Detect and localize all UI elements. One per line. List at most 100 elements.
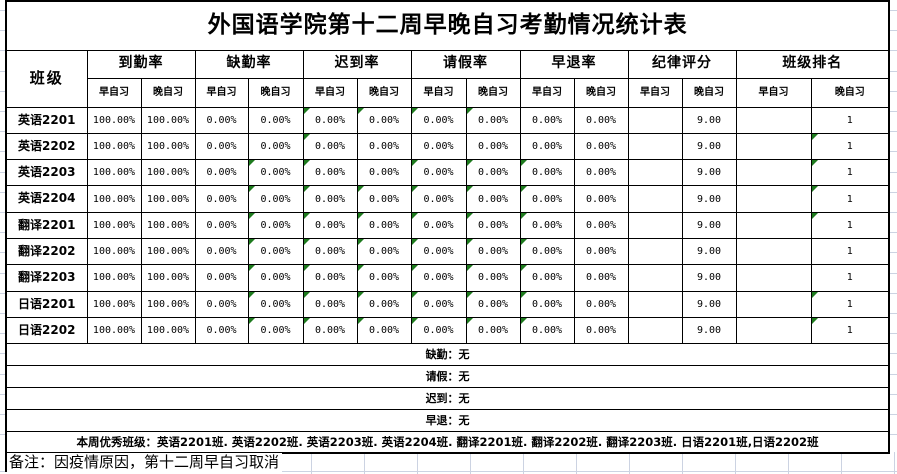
header-sub[interactable]: 早自习 [735, 77, 812, 108]
data-cell[interactable]: 0.00% [519, 106, 575, 134]
data-cell[interactable]: 100.00% [86, 132, 142, 161]
header-sub[interactable]: 早自习 [86, 77, 142, 108]
data-cell[interactable]: 0.00% [573, 106, 629, 134]
data-cell[interactable]: 0.00% [410, 316, 467, 345]
data-cell[interactable]: 0.00% [356, 237, 412, 266]
data-cell[interactable]: 0.00% [194, 237, 249, 266]
data-cell[interactable]: 0.00% [519, 316, 575, 345]
data-cell[interactable]: 0.00% [194, 106, 249, 134]
data-cell[interactable] [627, 159, 683, 187]
data-cell[interactable]: 9.00 [681, 132, 737, 161]
data-cell[interactable]: 0.00% [302, 132, 358, 161]
data-cell[interactable]: 9.00 [681, 264, 737, 292]
data-cell[interactable]: 0.00% [247, 264, 304, 292]
data-cell[interactable]: 9.00 [681, 159, 737, 187]
class-name-cell[interactable]: 英语2204 [5, 185, 88, 213]
data-cell[interactable]: 0.00% [356, 211, 412, 239]
data-cell[interactable]: 0.00% [302, 159, 358, 187]
data-cell[interactable]: 0.00% [465, 264, 521, 292]
summary-cell[interactable]: 缺勤：无 [5, 343, 890, 367]
header-sub[interactable]: 晚自习 [681, 77, 737, 108]
data-cell[interactable]: 0.00% [194, 290, 249, 318]
header-group[interactable]: 纪律评分 [627, 49, 737, 79]
data-cell[interactable]: 0.00% [302, 211, 358, 239]
data-cell[interactable]: 0.00% [302, 185, 358, 213]
class-name-cell[interactable]: 英语2201 [5, 106, 88, 134]
data-cell[interactable]: 100.00% [140, 159, 196, 187]
data-cell[interactable]: 0.00% [410, 211, 467, 239]
data-cell[interactable]: 0.00% [465, 316, 521, 345]
data-cell[interactable]: 0.00% [356, 264, 412, 292]
data-cell[interactable]: 0.00% [356, 290, 412, 318]
data-cell[interactable]: 0.00% [247, 106, 304, 134]
data-cell[interactable]: 0.00% [410, 264, 467, 292]
data-cell[interactable]: 9.00 [681, 211, 737, 239]
data-cell[interactable]: 0.00% [465, 211, 521, 239]
excellent-classes-cell[interactable]: 本周优秀班级：英语2201班. 英语2202班. 英语2203班. 英语2204… [5, 431, 890, 454]
data-cell[interactable] [735, 132, 812, 161]
data-cell[interactable] [735, 290, 812, 318]
data-cell[interactable]: 0.00% [573, 237, 629, 266]
data-cell[interactable]: 0.00% [465, 159, 521, 187]
data-cell[interactable]: 9.00 [681, 185, 737, 213]
data-cell[interactable] [735, 185, 812, 213]
data-cell[interactable]: 0.00% [302, 316, 358, 345]
summary-cell[interactable]: 早退：无 [5, 409, 890, 433]
header-sub[interactable]: 早自习 [519, 77, 575, 108]
data-cell[interactable] [627, 264, 683, 292]
data-cell[interactable] [627, 106, 683, 134]
data-cell[interactable]: 0.00% [302, 264, 358, 292]
data-cell[interactable]: 9.00 [681, 237, 737, 266]
data-cell[interactable] [735, 106, 812, 134]
data-cell[interactable]: 0.00% [356, 132, 412, 161]
data-cell[interactable]: 0.00% [519, 237, 575, 266]
data-cell[interactable]: 0.00% [194, 185, 249, 213]
data-cell[interactable] [735, 237, 812, 266]
data-cell[interactable]: 9.00 [681, 106, 737, 134]
data-cell[interactable]: 0.00% [519, 264, 575, 292]
class-name-cell[interactable]: 翻译2202 [5, 237, 88, 266]
data-cell[interactable]: 0.00% [247, 211, 304, 239]
data-cell[interactable]: 0.00% [519, 159, 575, 187]
data-cell[interactable]: 1 [810, 132, 890, 161]
class-name-cell[interactable]: 翻译2203 [5, 264, 88, 292]
data-cell[interactable]: 0.00% [410, 237, 467, 266]
class-name-cell[interactable]: 翻译2201 [5, 211, 88, 239]
data-cell[interactable]: 0.00% [247, 185, 304, 213]
data-cell[interactable]: 0.00% [465, 290, 521, 318]
header-group[interactable]: 班级排名 [735, 49, 890, 79]
data-cell[interactable]: 100.00% [86, 211, 142, 239]
data-cell[interactable]: 0.00% [519, 132, 575, 161]
header-group[interactable]: 到勤率 [86, 49, 196, 79]
data-cell[interactable] [735, 211, 812, 239]
data-cell[interactable]: 100.00% [140, 316, 196, 345]
header-sub[interactable]: 晚自习 [465, 77, 521, 108]
data-cell[interactable]: 100.00% [140, 132, 196, 161]
data-cell[interactable]: 100.00% [86, 106, 142, 134]
data-cell[interactable]: 0.00% [247, 237, 304, 266]
data-cell[interactable]: 100.00% [140, 237, 196, 266]
data-cell[interactable]: 100.00% [86, 185, 142, 213]
data-cell[interactable]: 0.00% [519, 185, 575, 213]
data-cell[interactable] [735, 264, 812, 292]
data-cell[interactable]: 0.00% [302, 237, 358, 266]
class-name-cell[interactable]: 日语2202 [5, 316, 88, 345]
data-cell[interactable] [627, 290, 683, 318]
data-cell[interactable]: 0.00% [410, 290, 467, 318]
data-cell[interactable]: 100.00% [86, 290, 142, 318]
data-cell[interactable] [627, 211, 683, 239]
data-cell[interactable]: 0.00% [356, 316, 412, 345]
data-cell[interactable]: 0.00% [573, 159, 629, 187]
data-cell[interactable]: 0.00% [194, 132, 249, 161]
header-group[interactable]: 缺勤率 [194, 49, 304, 79]
header-sub[interactable]: 晚自习 [810, 77, 890, 108]
header-sub[interactable]: 早自习 [194, 77, 249, 108]
data-cell[interactable]: 0.00% [573, 264, 629, 292]
data-cell[interactable] [627, 316, 683, 345]
data-cell[interactable]: 100.00% [86, 264, 142, 292]
data-cell[interactable]: 1 [810, 106, 890, 134]
table-title[interactable]: 外国语学院第十二周早晚自习考勤情况统计表 [5, 0, 890, 51]
data-cell[interactable]: 0.00% [573, 290, 629, 318]
data-cell[interactable]: 1 [810, 316, 890, 345]
data-cell[interactable]: 1 [810, 237, 890, 266]
